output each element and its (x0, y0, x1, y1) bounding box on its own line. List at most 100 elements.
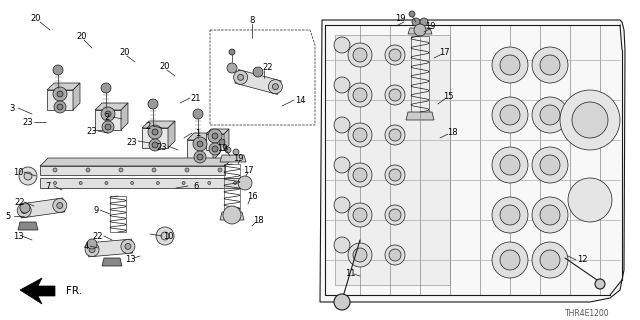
Polygon shape (406, 112, 434, 120)
Circle shape (353, 88, 367, 102)
Circle shape (334, 117, 350, 133)
Circle shape (156, 227, 174, 245)
Circle shape (540, 55, 560, 75)
Circle shape (540, 105, 560, 125)
Circle shape (102, 121, 114, 133)
Circle shape (385, 245, 405, 265)
Circle shape (119, 168, 123, 172)
Text: 16: 16 (246, 191, 257, 201)
Circle shape (161, 232, 169, 240)
Circle shape (334, 237, 350, 253)
Text: 13: 13 (125, 255, 135, 265)
Polygon shape (408, 28, 432, 34)
Text: 18: 18 (447, 127, 458, 137)
Circle shape (268, 80, 282, 94)
Text: 22: 22 (93, 231, 103, 241)
Polygon shape (40, 158, 233, 166)
Circle shape (121, 239, 135, 253)
Text: 19: 19 (425, 21, 435, 30)
Circle shape (193, 109, 203, 119)
Polygon shape (47, 83, 80, 90)
Circle shape (492, 242, 528, 278)
Circle shape (234, 70, 248, 84)
Circle shape (492, 147, 528, 183)
Bar (110, 196, 126, 232)
Text: 10: 10 (13, 167, 23, 177)
Circle shape (500, 55, 520, 75)
Text: 20: 20 (77, 31, 87, 41)
Circle shape (152, 142, 158, 148)
Circle shape (21, 207, 27, 213)
Text: FR.: FR. (66, 286, 82, 296)
Circle shape (253, 67, 263, 77)
Circle shape (101, 83, 111, 93)
Circle shape (409, 11, 415, 17)
Polygon shape (168, 121, 175, 148)
Circle shape (53, 198, 67, 212)
Circle shape (568, 178, 612, 222)
Text: 22: 22 (15, 197, 25, 206)
Circle shape (385, 125, 405, 145)
Text: 23: 23 (86, 126, 97, 135)
Circle shape (353, 168, 367, 182)
Circle shape (218, 168, 222, 172)
Text: 6: 6 (193, 181, 198, 190)
Circle shape (353, 208, 367, 222)
Text: 11: 11 (345, 269, 355, 278)
Circle shape (209, 143, 221, 155)
Circle shape (79, 181, 82, 185)
Circle shape (105, 124, 111, 130)
Polygon shape (224, 129, 229, 150)
Circle shape (389, 209, 401, 221)
Circle shape (57, 203, 63, 209)
Circle shape (101, 107, 115, 121)
Circle shape (57, 91, 63, 97)
Circle shape (389, 249, 401, 261)
Circle shape (540, 250, 560, 270)
Polygon shape (20, 278, 55, 304)
Circle shape (353, 248, 367, 262)
Circle shape (492, 97, 528, 133)
Circle shape (197, 154, 203, 160)
Polygon shape (187, 140, 213, 160)
Circle shape (17, 204, 31, 218)
Circle shape (389, 169, 401, 181)
Circle shape (348, 43, 372, 67)
Circle shape (19, 167, 37, 185)
Text: 23: 23 (22, 117, 33, 126)
Polygon shape (142, 121, 175, 128)
Circle shape (54, 101, 66, 113)
Polygon shape (142, 128, 168, 148)
Polygon shape (47, 90, 73, 110)
Polygon shape (206, 129, 229, 134)
Polygon shape (40, 166, 225, 175)
Text: 2: 2 (104, 113, 109, 122)
Polygon shape (18, 222, 38, 230)
Circle shape (348, 83, 372, 107)
Circle shape (57, 104, 63, 110)
Circle shape (492, 47, 528, 83)
Circle shape (334, 37, 350, 53)
Text: 7: 7 (45, 181, 51, 190)
Polygon shape (235, 69, 281, 94)
Circle shape (125, 244, 131, 249)
Circle shape (227, 63, 237, 73)
Circle shape (86, 168, 90, 172)
Circle shape (197, 141, 203, 147)
Text: 9: 9 (93, 205, 99, 214)
Text: 19: 19 (395, 13, 405, 22)
Circle shape (131, 181, 134, 185)
Circle shape (532, 197, 568, 233)
Circle shape (414, 24, 426, 36)
Circle shape (148, 125, 162, 139)
Text: 10: 10 (163, 231, 173, 241)
Circle shape (223, 206, 241, 224)
Polygon shape (187, 133, 220, 140)
Circle shape (353, 128, 367, 142)
Circle shape (334, 157, 350, 173)
Circle shape (219, 139, 225, 145)
Circle shape (540, 155, 560, 175)
Circle shape (53, 168, 57, 172)
Circle shape (532, 97, 568, 133)
Circle shape (385, 45, 405, 65)
